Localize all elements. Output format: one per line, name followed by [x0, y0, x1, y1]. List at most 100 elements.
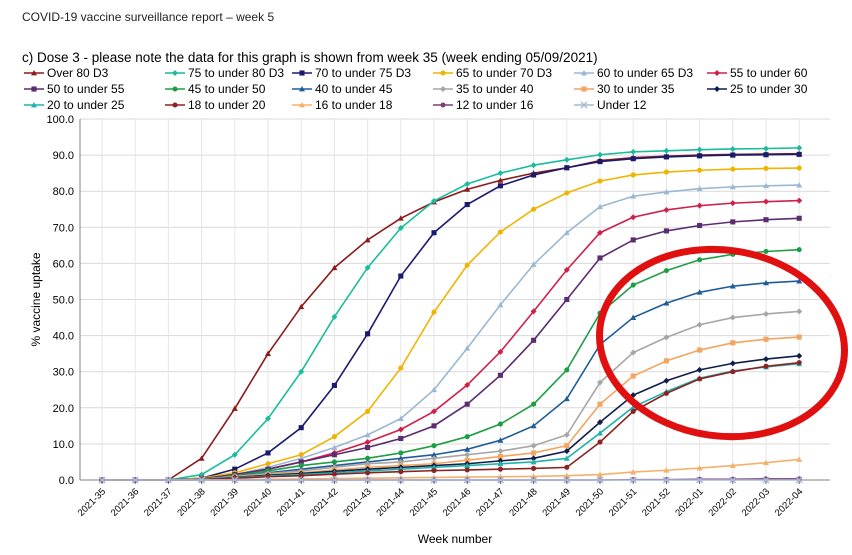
data-point — [663, 169, 669, 175]
legend-marker — [299, 70, 305, 76]
series-line — [102, 361, 800, 481]
data-point — [431, 230, 437, 236]
legend-marker — [299, 102, 305, 108]
series-lines — [98, 144, 803, 484]
data-point — [795, 476, 803, 484]
data-point — [231, 451, 238, 458]
data-point — [696, 321, 703, 328]
y-tick-label: 50.0 — [53, 295, 74, 307]
data-point — [431, 197, 437, 204]
data-point — [397, 476, 405, 484]
legend-item: 20 to under 25 — [24, 98, 125, 112]
legend-label: 25 to under 30 — [730, 82, 808, 96]
legend-label: 35 to under 40 — [456, 82, 534, 96]
data-point — [729, 462, 736, 468]
data-point — [730, 152, 736, 158]
legend-item: 75 to under 80 D3 — [165, 66, 284, 80]
data-point — [763, 336, 769, 342]
data-point — [364, 476, 372, 484]
x-tick-label: 2021-37 — [142, 486, 174, 518]
data-point — [431, 455, 437, 462]
data-point — [597, 419, 603, 426]
data-point — [331, 444, 338, 450]
data-point — [464, 262, 470, 268]
data-point — [597, 430, 603, 436]
data-point — [763, 217, 769, 223]
series-line — [102, 167, 800, 481]
data-point — [630, 373, 636, 379]
legend-item: 55 to under 60 — [707, 66, 808, 80]
data-point — [663, 334, 670, 341]
data-point — [331, 452, 337, 458]
x-tick-label: 2022-03 — [740, 486, 772, 518]
data-point — [730, 219, 736, 225]
data-point — [265, 461, 271, 467]
y-tick-label: 10.0 — [53, 439, 74, 451]
data-point — [597, 379, 603, 386]
data-point — [796, 144, 803, 151]
data-point — [497, 183, 503, 189]
data-point — [630, 404, 637, 410]
data-point — [663, 206, 670, 213]
legend-item: Under 12 — [574, 98, 647, 112]
data-point — [464, 202, 470, 208]
legend-label: 60 to under 65 D3 — [597, 66, 693, 80]
x-tick-label: 2021-51 — [607, 486, 639, 518]
data-point — [729, 476, 737, 484]
data-point — [762, 476, 770, 484]
data-point — [663, 377, 670, 384]
data-point — [663, 268, 669, 274]
data-point — [497, 421, 503, 427]
data-point — [298, 459, 304, 465]
data-point — [331, 459, 337, 465]
legend-marker — [172, 102, 178, 108]
data-point — [763, 145, 769, 152]
data-point — [796, 247, 802, 253]
data-point — [298, 473, 304, 479]
data-point — [630, 469, 637, 475]
data-point — [531, 337, 537, 343]
data-point — [597, 178, 603, 184]
data-point — [597, 159, 603, 165]
data-point — [264, 476, 272, 484]
data-point — [364, 236, 371, 243]
legend-item: 30 to under 35 — [574, 82, 675, 96]
data-point — [629, 476, 637, 484]
y-tick-label: 0.0 — [59, 475, 74, 487]
x-tick-label: 2021-48 — [507, 486, 539, 518]
data-point — [365, 408, 371, 414]
data-point — [431, 386, 437, 393]
data-point — [563, 431, 570, 438]
data-point — [697, 167, 703, 173]
data-point — [596, 476, 604, 484]
data-point — [729, 283, 736, 289]
data-point — [397, 415, 404, 422]
data-point — [464, 462, 471, 468]
legend-item: 50 to under 55 — [24, 82, 125, 96]
y-tick-label: 30.0 — [53, 367, 74, 379]
data-point — [497, 177, 504, 183]
data-point — [431, 309, 437, 315]
x-tick-label: 2022-01 — [673, 486, 705, 518]
highlight-ellipse — [596, 245, 848, 441]
x-tick-label: 2021-49 — [540, 486, 572, 518]
legend-label: 75 to under 80 D3 — [188, 66, 284, 80]
x-tick-label: 2021-50 — [574, 486, 606, 518]
y-tick-label: 70.0 — [53, 222, 74, 234]
data-point — [365, 455, 371, 461]
data-point — [198, 476, 206, 484]
data-point — [464, 446, 471, 452]
data-point — [464, 382, 471, 389]
data-point — [431, 451, 437, 458]
data-point — [497, 348, 504, 355]
data-point — [630, 282, 636, 288]
x-tick-label: 2021-45 — [408, 486, 440, 518]
x-tick-label: 2021-44 — [374, 486, 406, 518]
data-point — [663, 467, 670, 473]
data-point — [796, 360, 802, 366]
data-point — [564, 443, 570, 449]
data-point — [696, 366, 703, 373]
data-point — [730, 166, 736, 172]
data-point — [331, 434, 337, 440]
